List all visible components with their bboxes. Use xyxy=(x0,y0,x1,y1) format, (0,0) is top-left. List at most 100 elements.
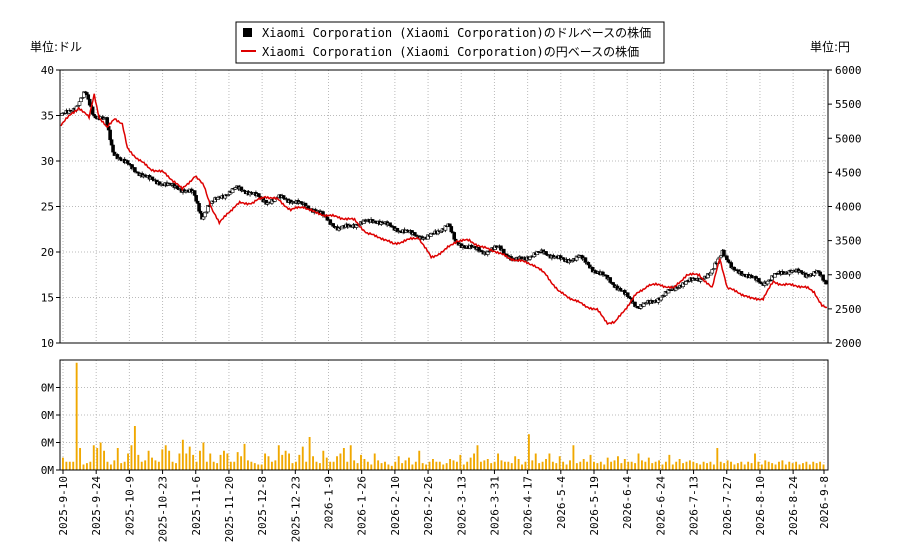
volume-bar xyxy=(668,454,671,470)
x-tick-label: 2026-6-24 xyxy=(654,476,667,536)
volume-bar xyxy=(819,461,822,470)
volume-bar xyxy=(527,434,530,470)
volume-bar xyxy=(318,463,321,470)
volume-bar xyxy=(445,463,448,470)
volume-bar xyxy=(363,459,366,470)
volume-tick-label: 0M xyxy=(41,382,55,395)
volume-bar xyxy=(288,453,291,470)
volume-bar xyxy=(754,453,756,470)
x-tick-label: 2025-12-8 xyxy=(256,476,269,536)
volume-bar xyxy=(469,457,472,470)
volume-bar xyxy=(181,439,184,470)
volume-bar xyxy=(435,461,438,470)
volume-bar xyxy=(428,461,431,470)
candle-body xyxy=(331,223,335,227)
volume-bar xyxy=(171,461,174,470)
volume-bar xyxy=(712,464,715,470)
volume-bar xyxy=(106,461,109,470)
x-tick-label: 2026-5-4 xyxy=(555,476,568,529)
volume-bar xyxy=(675,461,678,470)
volume-bar xyxy=(226,453,229,470)
volume-tick-label: 0M xyxy=(41,409,55,422)
volume-bar xyxy=(199,450,201,470)
volume-bar xyxy=(264,453,267,470)
volume-bar xyxy=(144,460,147,470)
volume-bar xyxy=(274,460,277,470)
right-tick-label: 3000 xyxy=(835,269,862,282)
volume-bar xyxy=(455,461,458,470)
left-axis-ticks: 10 15 20 25 30 35 40 xyxy=(41,64,60,350)
volume-bar xyxy=(397,456,400,470)
volume-bar xyxy=(555,463,558,470)
volume-bar xyxy=(466,461,469,470)
volume-bars xyxy=(62,362,825,470)
x-axis-ticks: 2025-9-10 2025-9-24 2025-10-9 2025-10-23 202… xyxy=(57,470,831,542)
volume-bar xyxy=(606,457,609,470)
candle-body xyxy=(593,270,598,273)
volume-bar xyxy=(613,460,616,470)
volume-bar xyxy=(109,464,112,470)
right-unit-label: 単位:円 xyxy=(810,39,850,54)
left-tick-label: 40 xyxy=(41,64,54,77)
candle-body xyxy=(449,226,454,233)
volume-bar xyxy=(356,463,359,470)
x-tick-label: 2026-3-31 xyxy=(488,476,501,536)
volume-bar xyxy=(223,450,225,470)
volume-bar xyxy=(161,449,164,470)
volume-bar xyxy=(192,454,195,470)
volume-bar xyxy=(418,450,421,470)
volume-bar xyxy=(586,461,589,470)
candle-body xyxy=(765,280,770,285)
candle-body xyxy=(198,210,203,214)
volume-bar xyxy=(75,362,78,470)
candle-body xyxy=(608,277,613,283)
x-tick-label: 2025-9-10 xyxy=(57,476,70,536)
x-tick-label: 2026-1-9 xyxy=(323,476,336,529)
volume-bar xyxy=(822,464,825,470)
volume-bar xyxy=(202,442,205,470)
volume-bar xyxy=(706,463,708,470)
left-tick-label: 20 xyxy=(41,246,54,259)
candle-body xyxy=(133,167,137,173)
right-tick-label: 3500 xyxy=(835,235,862,248)
volume-bar xyxy=(682,463,684,470)
left-tick-label: 35 xyxy=(41,110,54,123)
volume-tick-label: 0M xyxy=(41,437,55,450)
volume-bar xyxy=(479,461,482,470)
candle-body xyxy=(452,232,457,240)
volume-bar xyxy=(236,452,239,470)
volume-bar xyxy=(808,464,811,470)
candle-body xyxy=(175,185,179,189)
volume-bar xyxy=(517,459,520,470)
volume-bar xyxy=(130,445,133,470)
volume-bar xyxy=(671,464,674,470)
right-tick-label: 4500 xyxy=(835,166,862,179)
candle-body xyxy=(601,271,605,276)
volume-bar xyxy=(610,461,613,470)
volume-bar xyxy=(695,463,698,470)
volume-bar xyxy=(654,461,657,470)
volume-bar xyxy=(384,461,386,470)
volume-bar xyxy=(312,456,314,470)
candle-body xyxy=(725,255,729,261)
volume-bar xyxy=(582,459,585,470)
candle-body xyxy=(501,248,506,255)
left-tick-label: 15 xyxy=(41,292,54,305)
candle-body xyxy=(306,205,311,210)
volume-bar xyxy=(308,437,311,470)
volume-bar xyxy=(630,461,633,470)
volume-bar xyxy=(411,464,414,470)
x-tick-label: 2026-3-13 xyxy=(455,476,468,536)
volume-bar xyxy=(216,463,219,470)
volume-bar xyxy=(709,461,712,470)
volume-bar xyxy=(380,463,383,470)
candle-body xyxy=(77,101,82,106)
volume-bar xyxy=(572,445,575,470)
volume-bar xyxy=(685,461,688,470)
volume-bar xyxy=(342,448,345,470)
volume-bar xyxy=(483,460,486,470)
volume-bar xyxy=(325,457,328,470)
candle-body xyxy=(150,176,155,180)
volume-bar xyxy=(394,461,397,470)
volume-bar xyxy=(644,461,647,470)
